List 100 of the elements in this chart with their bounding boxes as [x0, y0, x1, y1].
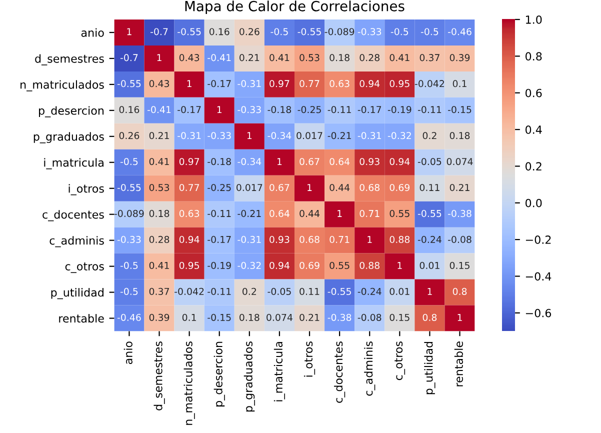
data-label: 0.67: [300, 158, 320, 166]
data-label: -0.042: [414, 80, 444, 88]
data-label: 0.95: [179, 262, 200, 270]
y-tick-label: p_utilidad: [51, 288, 104, 300]
y-tick-label: d_semestres: [35, 54, 104, 66]
color-bar-label: 0.0: [526, 198, 542, 208]
data-label: 0.1: [182, 314, 196, 321]
data-label: -0.05: [268, 288, 291, 296]
x-tick-label: n_matriculados: [184, 342, 195, 425]
y-tick-label: c_docentes: [42, 210, 104, 222]
x-tick-label: i_otros: [304, 342, 316, 377]
data-label: -0.7: [120, 54, 138, 62]
data-label: 0.41: [149, 262, 169, 270]
data-label: -0.46: [117, 314, 141, 321]
x-tick-label: p_desercion: [214, 342, 225, 406]
data-label: 0.2: [242, 288, 256, 296]
color-bar-label: −0.6: [526, 308, 552, 318]
data-label: -0.32: [388, 132, 411, 140]
data-label: -0.08: [358, 314, 382, 321]
y-tick-label: i_matricula: [44, 158, 104, 170]
data-label: -0.34: [238, 158, 262, 166]
data-label: 0.15: [390, 314, 410, 321]
data-label: 0.94: [179, 236, 200, 244]
data-label: 0.93: [360, 158, 380, 166]
data-label: 1: [338, 210, 342, 217]
data-label: 0.93: [270, 236, 290, 244]
data-label: 0.16: [209, 28, 230, 36]
data-label: -0.05: [418, 158, 442, 166]
data-label: -0.24: [358, 288, 382, 296]
data-label: 0.67: [270, 184, 290, 192]
data-label: -0.25: [208, 184, 231, 192]
y-tick-label: c_otros: [65, 262, 104, 273]
data-label: 1: [398, 262, 402, 269]
data-label: -0.19: [388, 106, 412, 114]
data-label: -0.31: [238, 80, 261, 88]
data-label: 0.71: [360, 210, 380, 218]
data-label: 0.68: [300, 236, 320, 244]
data-label: 0.074: [446, 158, 473, 166]
x-tick-label: rentable: [454, 342, 463, 386]
data-label: -0.31: [358, 132, 381, 140]
data-label: -0.55: [328, 288, 351, 296]
data-label: 0.69: [300, 262, 320, 270]
data-label: 0.69: [390, 184, 410, 192]
data-label: 0.95: [390, 80, 410, 88]
data-label: 1: [428, 288, 432, 295]
data-label: -0.38: [448, 210, 472, 218]
data-label: -0.17: [358, 106, 382, 114]
color-bar-label: 0.6: [526, 88, 542, 98]
data-label: -0.55: [117, 80, 141, 88]
data-label: -0.38: [328, 314, 352, 321]
data-label: 0.43: [179, 54, 200, 62]
data-label: 0.97: [179, 158, 200, 166]
data-label: 0.37: [149, 288, 169, 296]
data-label: -0.21: [328, 132, 351, 140]
data-label: 0.074: [266, 314, 292, 321]
data-label: -0.55: [418, 210, 442, 218]
data-label: 0.16: [119, 106, 140, 114]
data-label: 0.63: [179, 210, 200, 218]
data-label: 0.26: [119, 132, 140, 140]
data-label: -0.08: [448, 236, 472, 244]
y-tick-label: p_graduados: [34, 132, 104, 144]
data-label: 0.21: [300, 314, 320, 321]
data-label: -0.19: [208, 262, 231, 270]
data-label: 1: [247, 132, 252, 139]
data-label: 1: [308, 184, 312, 191]
data-label: 0.15: [450, 262, 470, 270]
data-label: 0.41: [390, 54, 410, 62]
data-label: -0.31: [178, 132, 201, 140]
data-label: 0.28: [360, 54, 380, 62]
data-label: 0.64: [270, 210, 290, 218]
data-label: 0.26: [240, 28, 260, 36]
data-label: 0.71: [330, 236, 350, 244]
data-label: 0.77: [300, 80, 320, 88]
data-label: 0.53: [300, 54, 320, 62]
x-tick-label: d_semestres: [154, 342, 165, 410]
data-label: -0.5: [270, 28, 288, 36]
x-tick-label: c_adminis: [364, 342, 376, 396]
data-label: -0.11: [208, 288, 231, 296]
data-label: 0.18: [450, 132, 470, 140]
color-bar-label: −0.4: [526, 272, 552, 281]
data-label: -0.17: [178, 106, 201, 114]
data-label: 0.11: [420, 184, 440, 192]
data-label: 1: [368, 236, 372, 243]
data-label: 1: [127, 28, 132, 36]
data-label: 0.8: [452, 288, 467, 296]
y-tick-label: c_adminis: [50, 236, 104, 248]
chart-title: Mapa de Calor de Correlaciones: [185, 0, 404, 14]
data-label: -0.33: [208, 132, 231, 140]
data-label: 0.94: [390, 158, 410, 166]
data-label: -0.5: [120, 288, 138, 296]
data-label: 0.77: [179, 184, 200, 192]
data-label: 0.18: [149, 210, 170, 218]
data-label: -0.5: [120, 158, 138, 166]
data-label: 0.97: [270, 80, 290, 88]
data-label: -0.31: [238, 236, 261, 244]
data-label: -0.5: [120, 262, 138, 270]
x-tick-label: p_utilidad: [424, 342, 436, 394]
data-label: -0.18: [208, 158, 231, 166]
y-tick-label: anio: [81, 28, 104, 37]
data-label: 0.01: [390, 288, 410, 296]
